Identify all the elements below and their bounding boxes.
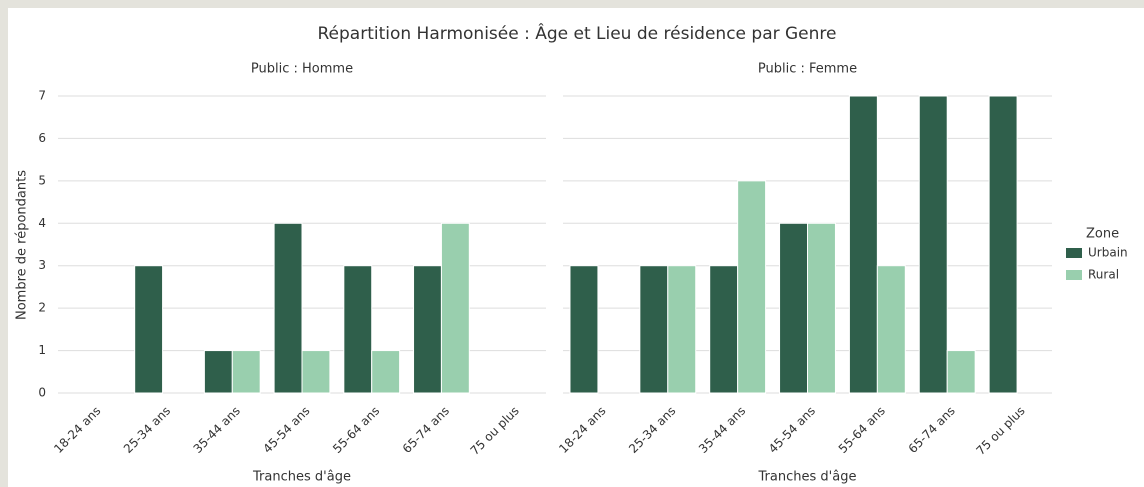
- bar: [807, 222, 836, 394]
- y-axis-label: Nombre de répondants: [15, 170, 30, 320]
- bar: [667, 265, 697, 394]
- bar: [709, 265, 739, 394]
- bar: [231, 350, 261, 394]
- bar: [946, 350, 976, 394]
- y-tick-label: 6: [38, 131, 46, 145]
- bar: [343, 265, 373, 394]
- y-tick-label: 7: [38, 89, 46, 103]
- bar: [134, 265, 164, 394]
- y-tick-label: 3: [38, 258, 46, 272]
- panel-title: Public : Femme: [758, 62, 857, 77]
- bar: [737, 180, 767, 394]
- bar: [301, 350, 331, 394]
- panel-title: Public : Homme: [251, 62, 353, 77]
- bar: [371, 350, 401, 394]
- y-tick-label: 1: [38, 343, 46, 357]
- y-tick-label: 2: [38, 301, 46, 315]
- card: [8, 8, 1144, 487]
- bar: [273, 222, 303, 394]
- bar: [203, 350, 233, 394]
- legend-label: Rural: [1088, 268, 1119, 282]
- bar: [639, 265, 669, 394]
- bar: [779, 222, 808, 394]
- legend-label: Urbain: [1088, 246, 1128, 260]
- x-axis-label: Tranches d'âge: [758, 470, 857, 485]
- x-axis-label: Tranches d'âge: [252, 470, 351, 485]
- bar: [569, 265, 599, 394]
- y-tick-label: 0: [38, 386, 46, 400]
- legend-swatch: [1066, 248, 1082, 258]
- bar: [413, 265, 442, 394]
- bar: [918, 95, 948, 394]
- bar: [848, 95, 878, 394]
- chart-title: Répartition Harmonisée : Âge et Lieu de …: [318, 22, 837, 44]
- legend-title: Zone: [1086, 227, 1119, 242]
- bar: [988, 95, 1018, 394]
- y-tick-label: 4: [38, 216, 46, 230]
- bar: [440, 222, 470, 394]
- bar: [876, 265, 906, 394]
- legend-swatch: [1066, 270, 1082, 280]
- y-tick-label: 5: [38, 173, 46, 187]
